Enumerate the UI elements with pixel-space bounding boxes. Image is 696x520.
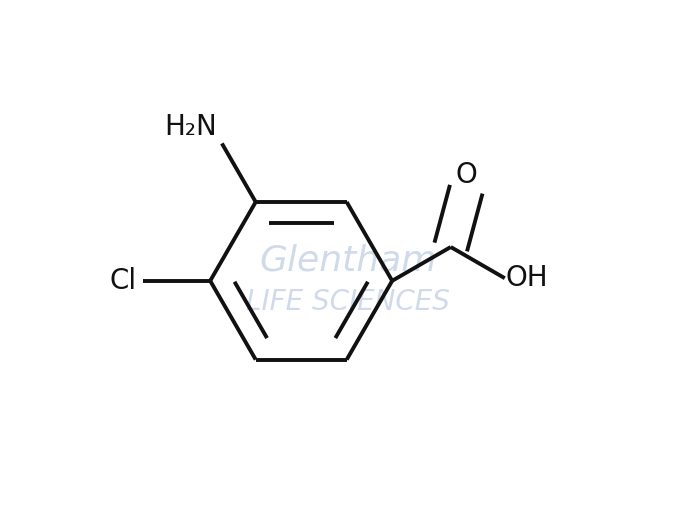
Text: H₂N: H₂N	[164, 113, 216, 141]
Text: OH: OH	[505, 264, 548, 292]
Text: O: O	[455, 161, 477, 189]
Text: Cl: Cl	[109, 267, 136, 295]
Text: Glentham: Glentham	[259, 243, 437, 277]
Text: LIFE SCIENCES: LIFE SCIENCES	[246, 288, 450, 316]
